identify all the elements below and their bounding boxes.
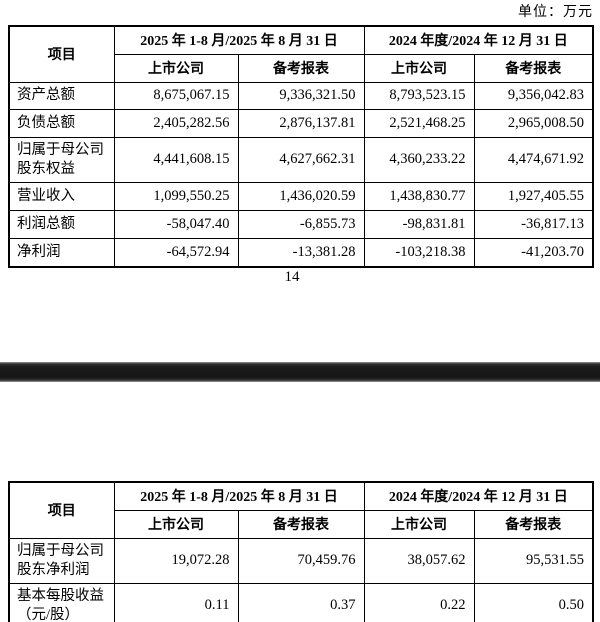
- cell-value: 38,057.62: [363, 537, 475, 584]
- cell-value: -58,047.40: [113, 209, 239, 239]
- cell-value: -98,831.81: [363, 209, 475, 239]
- table2-subheader-proforma-2025: 备考报表: [237, 509, 365, 539]
- cell-value: 0.50: [473, 582, 594, 622]
- table2-header-item: 项目: [8, 481, 115, 539]
- table1-header-period-2025: 2025 年 1-8 月/2025 年 8 月 31 日: [113, 25, 365, 55]
- row-label: 净利润: [8, 237, 115, 268]
- table-row: 归属于母公司股东权益 4,441,608.15 4,627,662.31 4,3…: [8, 136, 594, 183]
- table1-subheader-proforma-2025: 备考报表: [237, 53, 365, 83]
- row-label: 归属于母公司股东权益: [8, 136, 115, 183]
- page-1: 单位：万元 项目 2025 年 1-8 月/2025 年 8 月 31 日 20…: [8, 5, 595, 285]
- page-separator: [0, 362, 600, 382]
- cell-value: -103,218.38: [363, 237, 475, 268]
- financial-summary-table: 项目 2025 年 1-8 月/2025 年 8 月 31 日 2024 年度/…: [8, 25, 595, 268]
- cell-value: 2,876,137.81: [237, 108, 365, 138]
- table-row: 净利润 -64,572.94 -13,381.28 -103,218.38 -4…: [8, 237, 594, 268]
- table1-subheader-listed-2024: 上市公司: [363, 53, 475, 83]
- cell-value: -36,817.13: [473, 209, 594, 239]
- table-row: 利润总额 -58,047.40 -6,855.73 -98,831.81 -36…: [8, 209, 594, 239]
- cell-value: 0.22: [363, 582, 475, 622]
- table-row: 归属于母公司股东净利润 19,072.28 70,459.76 38,057.6…: [8, 537, 594, 584]
- cell-value: 9,336,321.50: [237, 81, 365, 110]
- cell-value: 1,438,830.77: [363, 181, 475, 211]
- table1-header-sub-row: 上市公司 备考报表 上市公司 备考报表: [9, 53, 594, 83]
- row-label: 基本每股收益（元/股）: [8, 582, 115, 622]
- table-row: 负债总额 2,405,282.56 2,876,137.81 2,521,468…: [8, 108, 594, 138]
- page-number: 14: [284, 269, 300, 285]
- table-row: 营业收入 1,099,550.25 1,436,020.59 1,438,830…: [8, 181, 594, 211]
- table1-header-item: 项目: [8, 25, 115, 83]
- cell-value: -6,855.73: [237, 209, 365, 239]
- cell-value: 70,459.76: [237, 537, 365, 584]
- table2-header-period-2024: 2024 年度/2024 年 12 月 31 日: [363, 481, 594, 511]
- cell-value: 4,441,608.15: [113, 136, 239, 183]
- cell-value: 0.37: [237, 582, 365, 622]
- table1-subheader-proforma-2024: 备考报表: [473, 53, 594, 83]
- cell-value: 2,521,468.25: [363, 108, 475, 138]
- row-label: 利润总额: [8, 209, 115, 239]
- page-2: 项目 2025 年 1-8 月/2025 年 8 月 31 日 2024 年度/…: [0, 382, 600, 622]
- cell-value: 4,360,233.22: [363, 136, 475, 183]
- row-label: 资产总额: [8, 81, 115, 110]
- cell-value: 8,793,523.15: [363, 81, 475, 110]
- cell-value: -13,381.28: [237, 237, 365, 268]
- cell-value: -41,203.70: [473, 237, 594, 268]
- row-label: 归属于母公司股东净利润: [8, 537, 115, 584]
- table1-header-group-row: 项目 2025 年 1-8 月/2025 年 8 月 31 日 2024 年度/…: [8, 25, 594, 83]
- cell-value: 2,405,282.56: [113, 108, 239, 138]
- table-row: 基本每股收益（元/股） 0.11 0.37 0.22 0.50: [8, 582, 594, 622]
- table1-subheader-listed-2025: 上市公司: [113, 53, 239, 83]
- table2-subheader-proforma-2024: 备考报表: [473, 509, 594, 539]
- table-row: 资产总额 8,675,067.15 9,336,321.50 8,793,523…: [8, 81, 594, 110]
- cell-value: 0.11: [113, 582, 239, 622]
- table2-header-sub-row: 上市公司 备考报表 上市公司 备考报表: [9, 509, 594, 539]
- unit-label: 单位：万元: [518, 5, 593, 20]
- table2-header-group-row: 项目 2025 年 1-8 月/2025 年 8 月 31 日 2024 年度/…: [8, 481, 594, 539]
- cell-value: 1,436,020.59: [237, 181, 365, 211]
- cell-value: 95,531.55: [473, 537, 594, 584]
- table2-subheader-listed-2025: 上市公司: [113, 509, 239, 539]
- cell-value: 4,474,671.92: [473, 136, 594, 183]
- table1-header-period-2024: 2024 年度/2024 年 12 月 31 日: [363, 25, 594, 55]
- eps-summary-table: 项目 2025 年 1-8 月/2025 年 8 月 31 日 2024 年度/…: [8, 481, 595, 622]
- row-label: 营业收入: [8, 181, 115, 211]
- table2-subheader-listed-2024: 上市公司: [363, 509, 475, 539]
- cell-value: 1,099,550.25: [113, 181, 239, 211]
- cell-value: 4,627,662.31: [237, 136, 365, 183]
- cell-value: 1,927,405.55: [473, 181, 594, 211]
- cell-value: 8,675,067.15: [113, 81, 239, 110]
- cell-value: -64,572.94: [113, 237, 239, 268]
- cell-value: 19,072.28: [113, 537, 239, 584]
- cell-value: 9,356,042.83: [473, 81, 594, 110]
- row-label: 负债总额: [8, 108, 115, 138]
- cell-value: 2,965,008.50: [473, 108, 594, 138]
- table2-header-period-2025: 2025 年 1-8 月/2025 年 8 月 31 日: [113, 481, 365, 511]
